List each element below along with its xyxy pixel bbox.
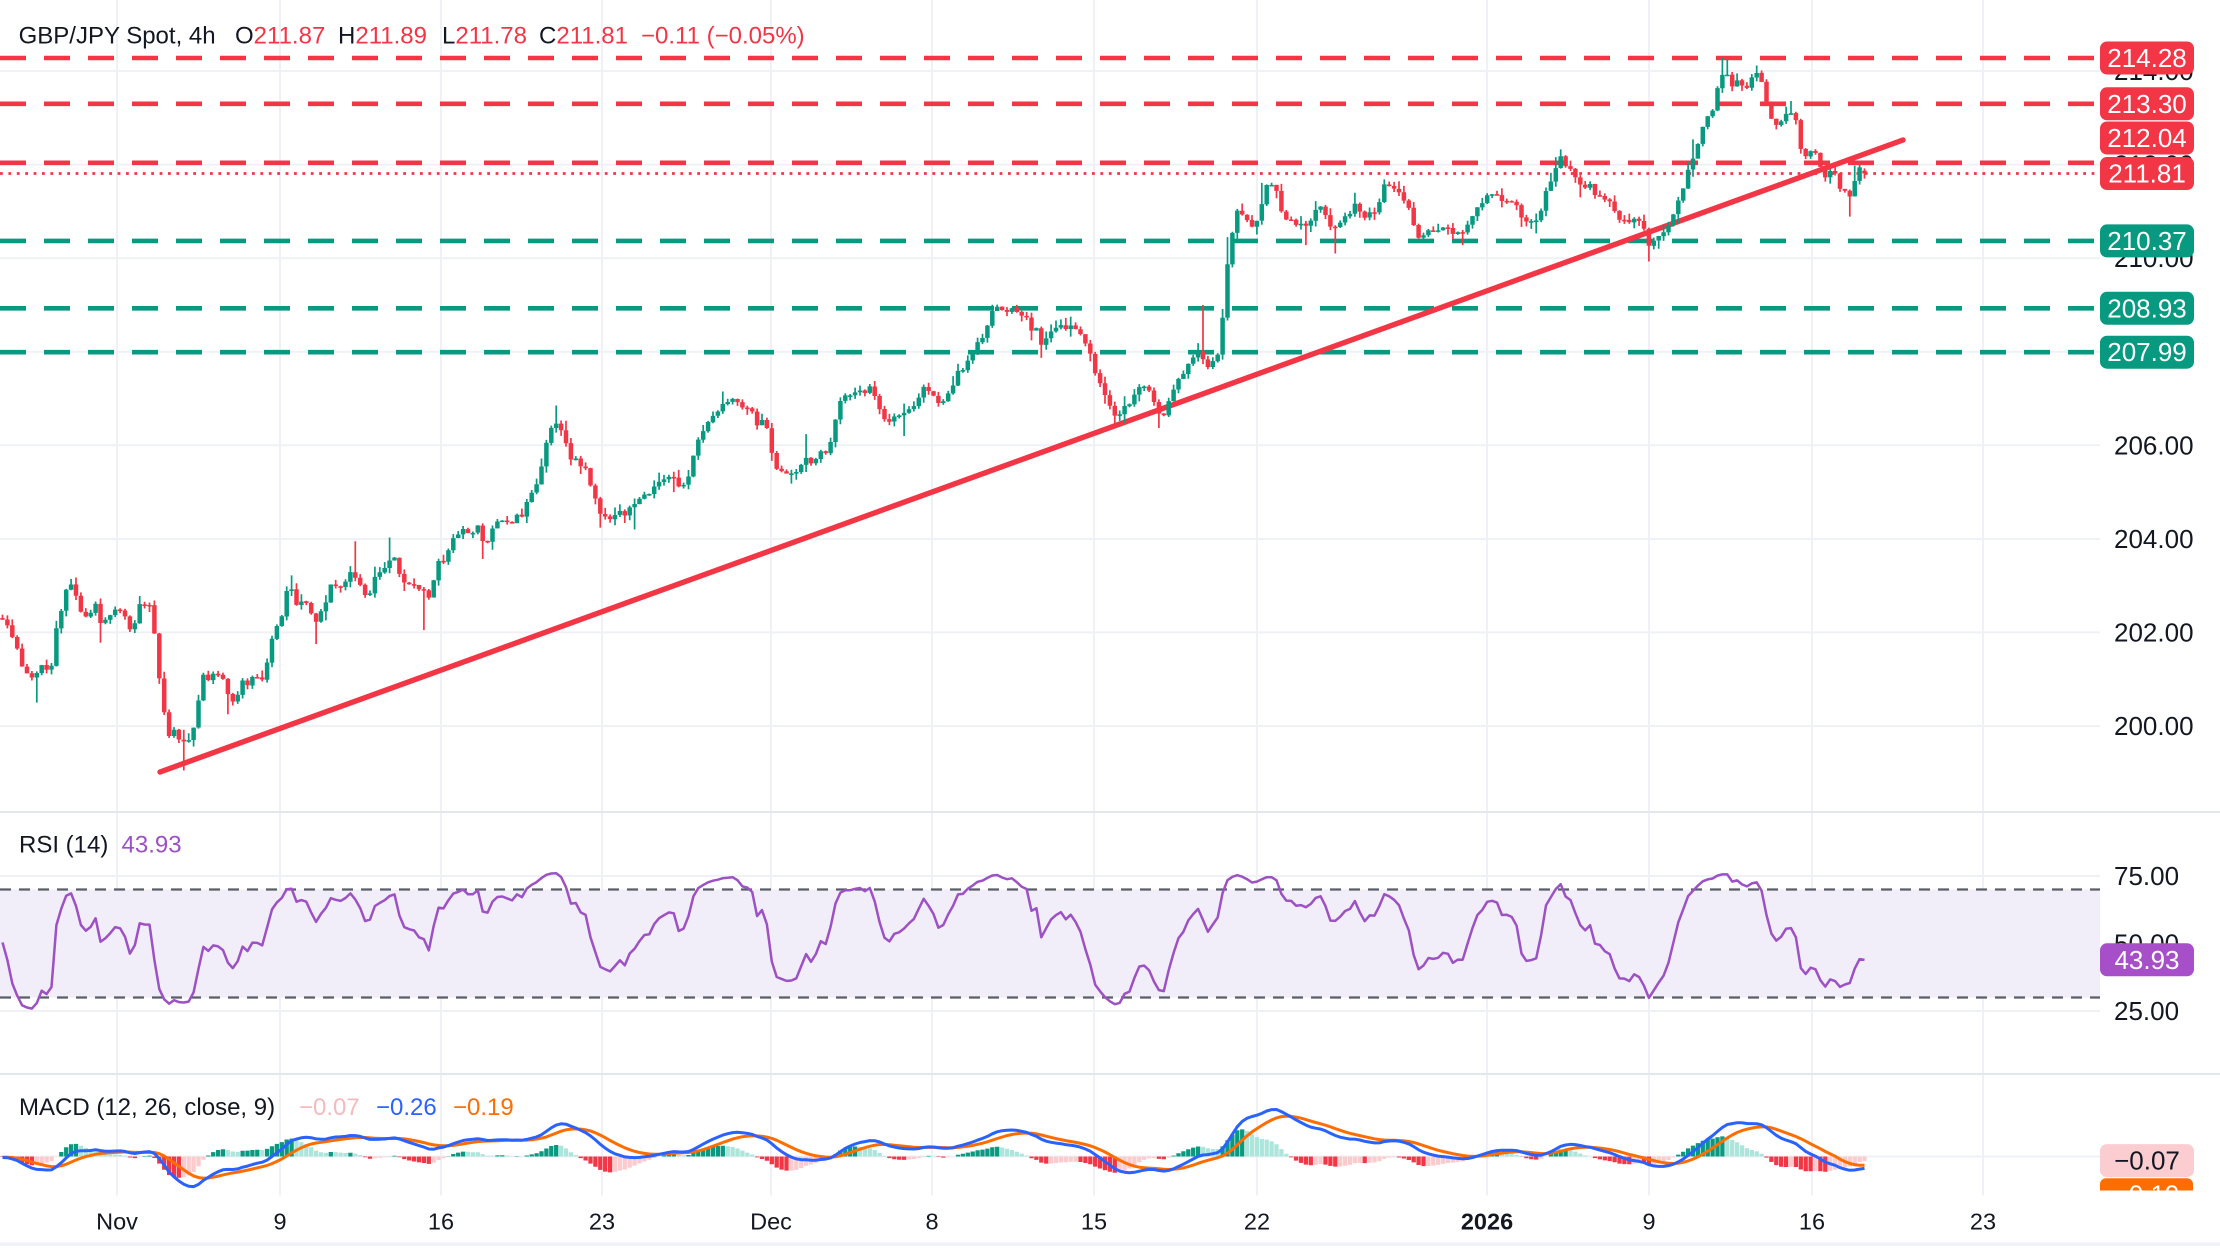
- svg-text:Nov: Nov: [96, 1209, 138, 1235]
- svg-text:212.04: 212.04: [2107, 123, 2187, 153]
- svg-text:15: 15: [1081, 1209, 1107, 1235]
- svg-text:L211.78: L211.78: [442, 23, 527, 50]
- svg-text:214.28: 214.28: [2107, 43, 2187, 73]
- svg-text:H211.89: H211.89: [338, 23, 427, 50]
- svg-text:43.93: 43.93: [2114, 945, 2179, 975]
- svg-text:MACD (12, 26, close, 9): MACD (12, 26, close, 9): [19, 1094, 275, 1121]
- svg-text:−0.07: −0.07: [2114, 1146, 2180, 1176]
- svg-text:−0.26: −0.26: [376, 1094, 437, 1121]
- svg-text:208.93: 208.93: [2107, 293, 2187, 323]
- svg-text:210.37: 210.37: [2107, 226, 2187, 256]
- svg-text:9: 9: [1642, 1209, 1655, 1235]
- svg-text:200.00: 200.00: [2114, 711, 2194, 741]
- svg-text:RSI (14): RSI (14): [19, 832, 108, 859]
- svg-text:GBP/JPY Spot, 4h: GBP/JPY Spot, 4h: [19, 23, 216, 50]
- svg-text:213.30: 213.30: [2107, 89, 2187, 119]
- svg-text:−0.19: −0.19: [453, 1094, 514, 1121]
- svg-text:9: 9: [273, 1209, 286, 1235]
- svg-text:−0.19: −0.19: [2114, 1180, 2180, 1210]
- svg-text:204.00: 204.00: [2114, 524, 2194, 554]
- svg-text:202.00: 202.00: [2114, 617, 2194, 647]
- svg-text:2026: 2026: [1461, 1209, 1513, 1235]
- svg-text:25.00: 25.00: [2114, 996, 2179, 1026]
- svg-text:206.00: 206.00: [2114, 430, 2194, 460]
- svg-text:75.00: 75.00: [2114, 861, 2179, 891]
- svg-text:−0.07: −0.07: [299, 1094, 360, 1121]
- svg-text:16: 16: [428, 1209, 454, 1235]
- svg-text:8: 8: [925, 1209, 938, 1235]
- svg-text:O211.87: O211.87: [235, 23, 325, 50]
- svg-text:16: 16: [1799, 1209, 1825, 1235]
- svg-text:Dec: Dec: [750, 1209, 792, 1235]
- svg-text:22: 22: [1244, 1209, 1270, 1235]
- svg-text:207.99: 207.99: [2107, 337, 2187, 367]
- svg-text:23: 23: [589, 1209, 615, 1235]
- svg-text:23: 23: [1970, 1209, 1996, 1235]
- svg-text:−0.11 (−0.05%): −0.11 (−0.05%): [641, 23, 805, 50]
- svg-text:C211.81: C211.81: [539, 23, 628, 50]
- svg-text:43.93: 43.93: [122, 832, 182, 859]
- svg-text:211.81: 211.81: [2108, 159, 2186, 189]
